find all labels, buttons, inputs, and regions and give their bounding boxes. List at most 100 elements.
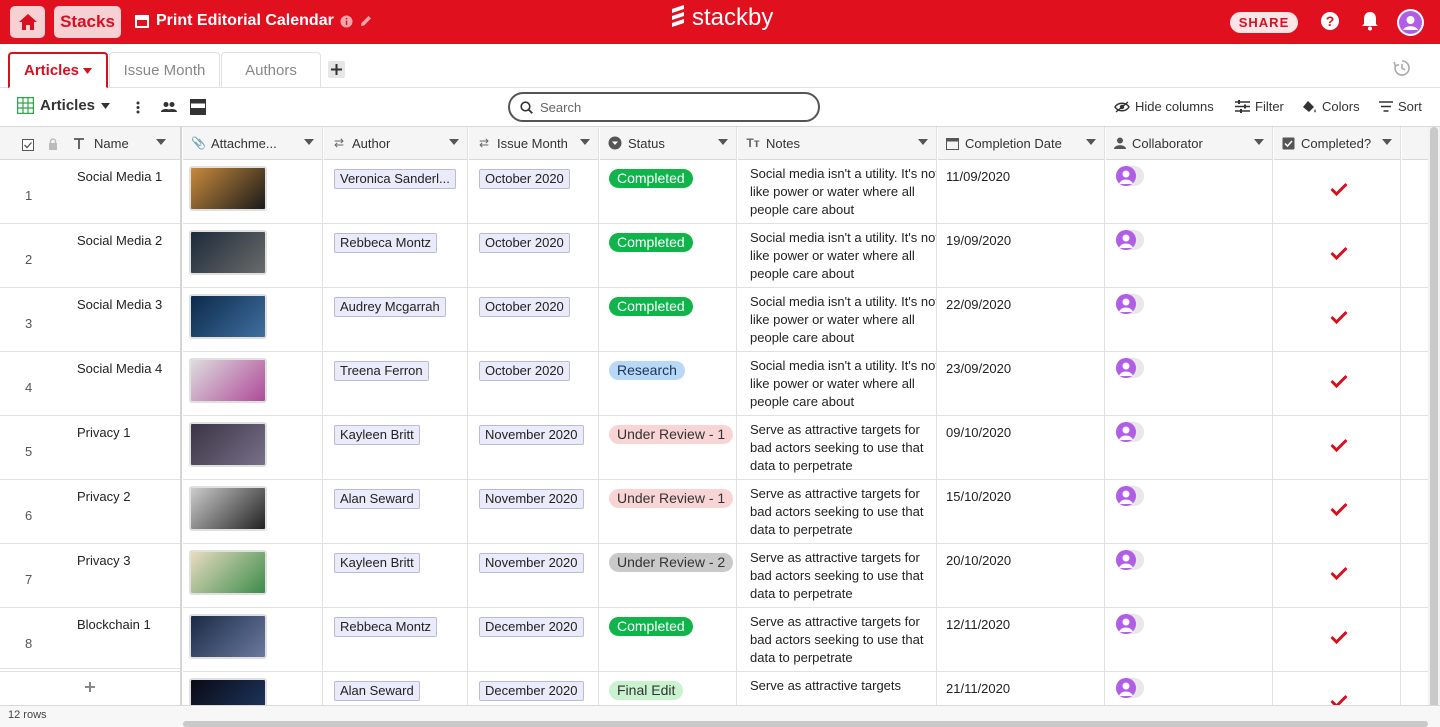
attachment-cell[interactable] — [183, 352, 323, 416]
author-chip[interactable]: Alan Seward — [334, 489, 420, 509]
attachment-cell[interactable] — [183, 224, 323, 288]
checkmark-icon[interactable] — [1330, 182, 1348, 196]
add-row-button[interactable] — [0, 668, 180, 705]
row-name[interactable]: Privacy 1 — [77, 425, 131, 440]
share-button[interactable]: SHARE — [1230, 12, 1298, 33]
issue-month-chip[interactable]: October 2020 — [479, 297, 570, 317]
checkmark-icon[interactable] — [1330, 566, 1348, 580]
completion-date-cell[interactable]: 22/09/2020 — [938, 288, 1105, 352]
table-row[interactable]: Kayleen Britt November 2020 Under Review… — [183, 544, 1428, 608]
author-chip[interactable]: Alan Seward — [334, 681, 420, 701]
attachment-thumbnail[interactable] — [189, 358, 267, 403]
column-menu-caret[interactable] — [918, 139, 928, 145]
scrollbar-thumb[interactable] — [1430, 127, 1438, 727]
attachment-cell[interactable] — [183, 608, 323, 672]
column-menu-caret[interactable] — [1086, 139, 1096, 145]
attachment-cell[interactable] — [183, 288, 323, 352]
column-menu-caret[interactable] — [718, 139, 728, 145]
column-menu-caret[interactable] — [156, 139, 166, 145]
colors-button[interactable]: Colors — [1302, 99, 1360, 114]
column-header-completion-date[interactable]: Completion Date — [938, 127, 1105, 160]
column-header-name[interactable]: Name — [94, 136, 129, 151]
checkmark-icon[interactable] — [1330, 502, 1348, 516]
table-row[interactable]: 3 Social Media 3 — [0, 288, 180, 352]
collaborator-cell[interactable] — [1106, 480, 1273, 544]
collaborator-cell[interactable] — [1106, 608, 1273, 672]
table-row[interactable]: Alan Seward November 2020 Under Review -… — [183, 480, 1428, 544]
attachment-thumbnail[interactable] — [189, 486, 267, 531]
status-cell[interactable]: Under Review - 2 — [600, 544, 737, 608]
attachment-thumbnail[interactable] — [189, 294, 267, 339]
collaborator-chip[interactable] — [1116, 166, 1144, 186]
status-cell[interactable]: Completed — [600, 160, 737, 224]
completed-cell[interactable] — [1274, 608, 1401, 672]
author-cell[interactable]: Kayleen Britt — [324, 416, 468, 480]
collaborator-chip[interactable] — [1116, 422, 1144, 442]
issue-month-cell[interactable]: October 2020 — [469, 224, 599, 288]
attachment-thumbnail[interactable] — [189, 422, 267, 467]
checkmark-icon[interactable] — [1330, 374, 1348, 388]
hide-columns-button[interactable]: Hide columns — [1114, 99, 1214, 114]
table-row[interactable]: Kayleen Britt November 2020 Under Review… — [183, 416, 1428, 480]
edit-pencil-icon[interactable] — [359, 14, 373, 28]
collaborator-cell[interactable] — [1106, 416, 1273, 480]
status-cell[interactable]: Completed — [600, 288, 737, 352]
search-input[interactable] — [540, 99, 790, 115]
info-icon[interactable] — [340, 15, 353, 28]
table-row[interactable]: Veronica Sanderl... October 2020 Complet… — [183, 160, 1428, 224]
notes-cell[interactable]: Serve as attractive targets for bad acto… — [738, 544, 937, 608]
notes-cell[interactable]: Social media isn't a utility. It's not l… — [738, 224, 937, 288]
column-header-collaborator[interactable]: Collaborator — [1106, 127, 1273, 160]
issue-month-chip[interactable]: October 2020 — [479, 361, 570, 381]
author-cell[interactable]: Alan Seward — [324, 480, 468, 544]
collaborator-chip[interactable] — [1116, 358, 1144, 378]
row-name[interactable]: Social Media 3 — [77, 297, 163, 312]
checkmark-icon[interactable] — [1330, 310, 1348, 324]
issue-month-chip[interactable]: October 2020 — [479, 169, 570, 189]
collaborator-cell[interactable] — [1106, 224, 1273, 288]
collaborator-cell[interactable] — [1106, 288, 1273, 352]
collaborator-cell[interactable] — [1106, 544, 1273, 608]
author-chip[interactable]: Treena Ferron — [334, 361, 429, 381]
completed-cell[interactable] — [1274, 352, 1401, 416]
completion-date-cell[interactable]: 09/10/2020 — [938, 416, 1105, 480]
column-header-status[interactable]: Status — [600, 127, 737, 160]
issue-month-chip[interactable]: November 2020 — [479, 489, 584, 509]
table-row[interactable]: 8 Blockchain 1 — [0, 608, 180, 672]
table-row[interactable]: Alan Seward December 2020 Final Edit Ser… — [183, 672, 1428, 705]
status-cell[interactable]: Final Edit — [600, 672, 737, 705]
author-chip[interactable]: Rebbeca Montz — [334, 233, 438, 253]
collaborator-chip[interactable] — [1116, 550, 1144, 570]
filter-button[interactable]: Filter — [1235, 99, 1284, 114]
completion-date-cell[interactable]: 15/10/2020 — [938, 480, 1105, 544]
row-name[interactable]: Social Media 4 — [77, 361, 163, 376]
table-row[interactable]: 7 Privacy 3 — [0, 544, 180, 608]
completed-cell[interactable] — [1274, 224, 1401, 288]
issue-month-cell[interactable]: December 2020 — [469, 672, 599, 705]
issue-month-chip[interactable]: December 2020 — [479, 617, 584, 637]
attachment-thumbnail[interactable] — [189, 678, 267, 705]
completed-cell[interactable] — [1274, 480, 1401, 544]
author-cell[interactable]: Audrey Mcgarrah — [324, 288, 468, 352]
attachment-cell[interactable] — [183, 160, 323, 224]
collaborator-cell[interactable] — [1106, 672, 1273, 705]
completed-cell[interactable] — [1274, 672, 1401, 705]
notes-cell[interactable]: Serve as attractive targets for bad acto… — [738, 480, 937, 544]
completed-cell[interactable] — [1274, 416, 1401, 480]
author-cell[interactable]: Rebbeca Montz — [324, 608, 468, 672]
horizontal-scrollbar[interactable] — [183, 721, 1428, 727]
vertical-scrollbar[interactable] — [1428, 127, 1440, 727]
attachment-thumbnail[interactable] — [189, 230, 267, 275]
sort-button[interactable]: Sort — [1379, 99, 1422, 114]
add-view-button[interactable] — [328, 61, 345, 78]
issue-month-cell[interactable]: October 2020 — [469, 288, 599, 352]
table-row[interactable]: 2 Social Media 2 — [0, 224, 180, 288]
table-row[interactable]: Audrey Mcgarrah October 2020 Completed S… — [183, 288, 1428, 352]
column-menu-caret[interactable] — [1254, 139, 1264, 145]
completion-date-cell[interactable]: 20/10/2020 — [938, 544, 1105, 608]
column-menu-caret[interactable] — [449, 139, 459, 145]
issue-month-cell[interactable]: November 2020 — [469, 416, 599, 480]
attachment-cell[interactable] — [183, 672, 323, 705]
issue-month-chip[interactable]: October 2020 — [479, 233, 570, 253]
author-cell[interactable]: Alan Seward — [324, 672, 468, 705]
